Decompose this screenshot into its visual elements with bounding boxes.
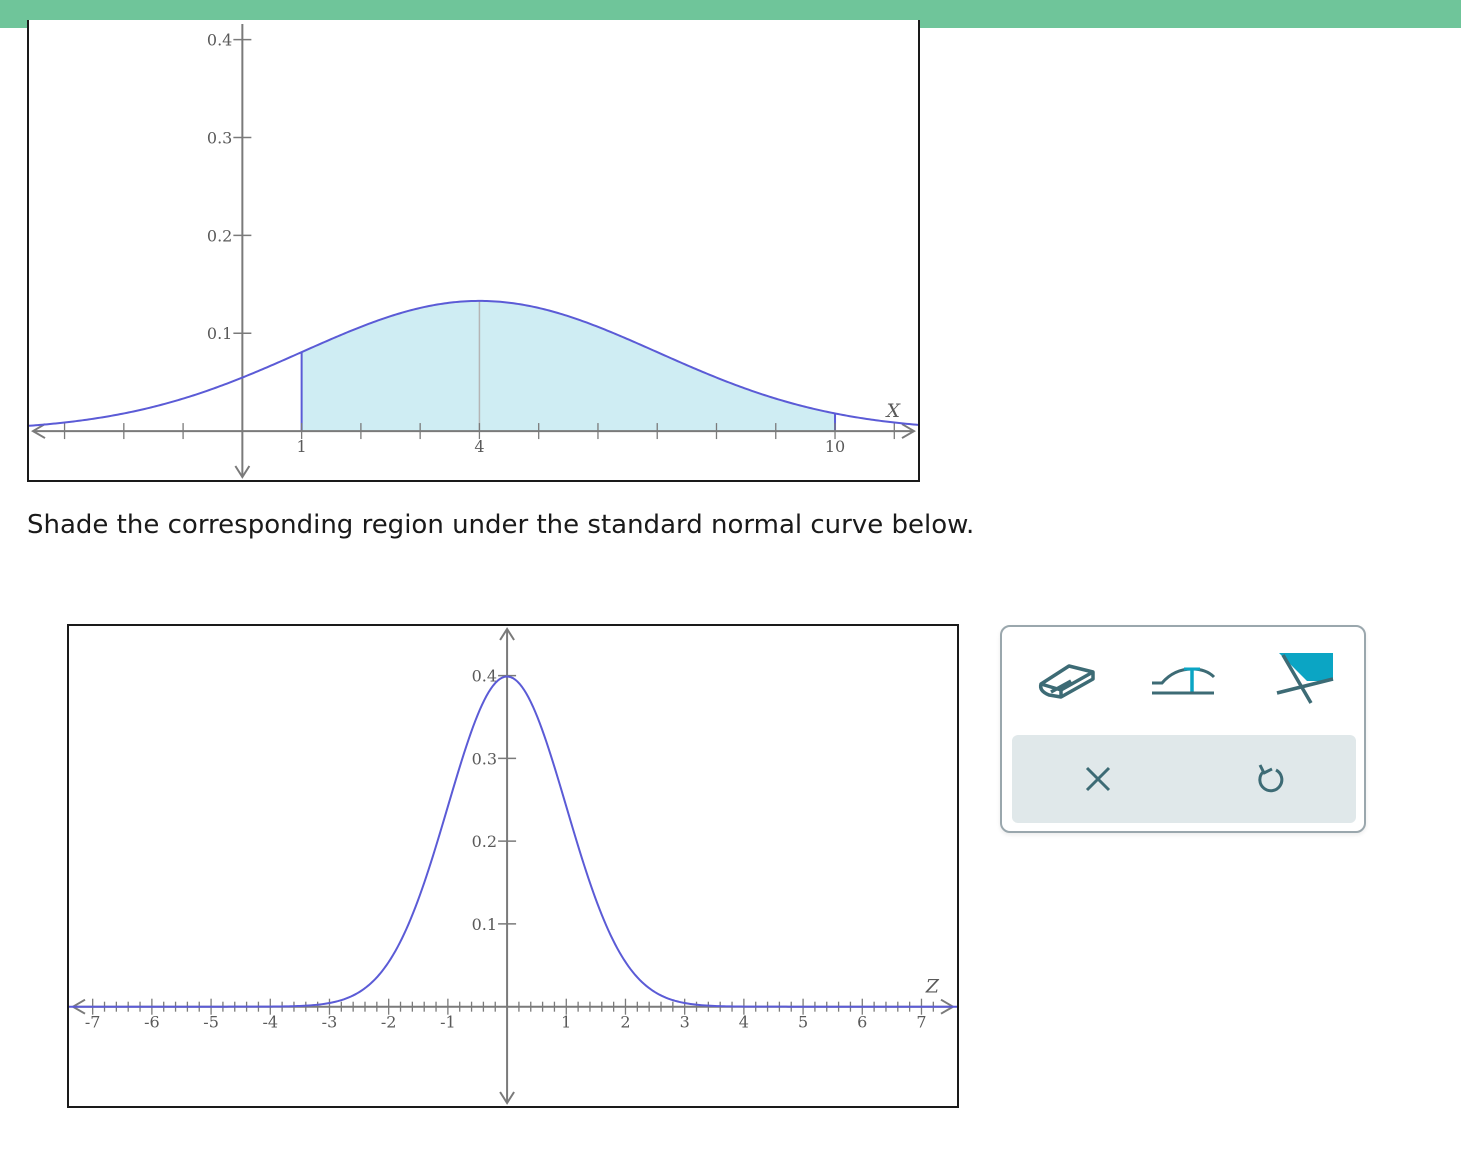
- y-tick-label: 0.4: [207, 31, 232, 50]
- undo-button[interactable]: [1240, 749, 1300, 809]
- x-tick-label: 6: [857, 1013, 867, 1032]
- y-tick-label: 0.3: [207, 128, 232, 147]
- y-tick-label: 0.2: [207, 226, 232, 245]
- x-tick-label: -3: [322, 1013, 338, 1032]
- shade-tool-button[interactable]: [1268, 644, 1338, 714]
- clear-button[interactable]: [1068, 749, 1128, 809]
- y-tick-label: 0.1: [207, 324, 232, 343]
- instruction-text: Shade the corresponding region under the…: [27, 510, 975, 540]
- x-tick-label: -6: [144, 1013, 160, 1032]
- x-tick-label: -5: [203, 1013, 219, 1032]
- y-tick-label: 0.4: [472, 667, 497, 686]
- x-axis-variable-label: X: [884, 400, 901, 422]
- y-axis-down-arrow: [234, 465, 251, 479]
- x-axis-left-arrow: [31, 423, 46, 439]
- shaded-region: [301, 300, 836, 432]
- x-tick-label: 5: [798, 1013, 808, 1032]
- shade-region-icon: [1276, 653, 1334, 704]
- y-tick-label: 0.3: [472, 749, 497, 768]
- y-tick-label: 0.1: [472, 915, 497, 934]
- x-tick-label: 7: [916, 1013, 926, 1032]
- y-axis-down-arrow: [499, 1091, 515, 1105]
- eraser-icon: [1038, 664, 1095, 699]
- standard-normal-svg[interactable]: -7 -6 -5 -4 -3 -2 -1 1 2 3 4 5 6 7 0.1 0.2 0.3 0.4 Z: [69, 626, 957, 1106]
- x-tick-label: 2: [620, 1013, 630, 1032]
- x-tick-label: 1: [561, 1013, 571, 1032]
- x-tick-label: 1: [297, 437, 307, 456]
- close-icon: [1085, 766, 1111, 792]
- reference-normal-chart: 1 4 10 0.1 0.2 0.3 0.4 X: [27, 20, 920, 482]
- drawing-tool-panel: [1000, 625, 1366, 833]
- curve-boundary-icon: [1152, 667, 1216, 695]
- y-tick-label: 0.2: [472, 832, 497, 851]
- undo-icon: [1258, 764, 1284, 793]
- standard-normal-chart[interactable]: -7 -6 -5 -4 -3 -2 -1 1 2 3 4 5 6 7 0.1 0.2 0.3 0.4 Z: [67, 624, 959, 1108]
- y-axis-up-arrow: [499, 627, 515, 641]
- density-curve: [29, 299, 918, 427]
- x-tick-label: 4: [474, 437, 484, 456]
- x-axis-right-arrow: [901, 423, 916, 439]
- x-tick-label: -7: [85, 1013, 101, 1032]
- x-tick-label: -4: [262, 1013, 278, 1032]
- reference-chart-svg: 1 4 10 0.1 0.2 0.3 0.4 X: [29, 24, 918, 479]
- action-row: [1012, 735, 1356, 823]
- density-curve: [69, 675, 957, 1008]
- x-tick-label: -2: [381, 1013, 397, 1032]
- boundary-tool-button[interactable]: [1147, 644, 1217, 714]
- x-tick-label: 3: [680, 1013, 690, 1032]
- x-tick-label: -1: [440, 1013, 456, 1032]
- x-tick-label: 4: [739, 1013, 749, 1032]
- x-axis-variable-label: Z: [925, 976, 940, 998]
- x-tick-label: 10: [825, 437, 845, 456]
- eraser-tool-button[interactable]: [1032, 644, 1102, 714]
